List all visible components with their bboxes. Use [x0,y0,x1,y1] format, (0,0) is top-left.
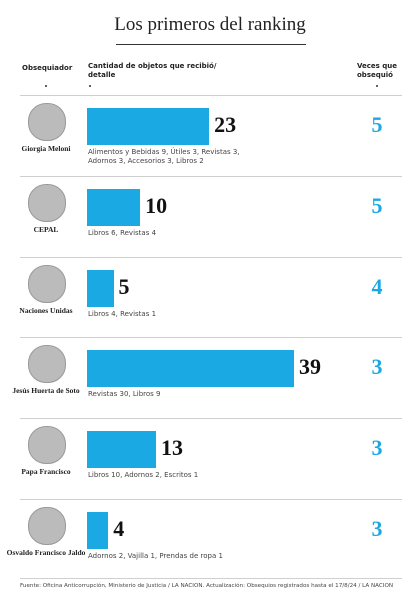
times-value: 4 [371,274,383,299]
avatar [28,265,66,303]
value-label: 4 [113,516,125,541]
value-label: 39 [299,354,321,379]
detail: Adornos 2, Vajilla 1, Prendas de ropa 1 [88,552,223,560]
times-value: 5 [371,112,383,137]
header: Obsequiador [22,64,73,72]
times-value: 5 [371,193,383,218]
bar [87,512,109,549]
detail: Libros 10, Adornos 2, Escritos 1 [88,471,199,479]
header: Veces que obsequió [357,62,398,79]
donor-name: Jesús Huerta de Soto [12,386,80,395]
header-dot [376,85,378,87]
bar [87,189,141,226]
avatar [28,184,66,222]
detail: Libros 4, Revistas 1 [88,310,157,318]
detail: Alimentos y Bebidas 9, Útiles 3, Revista… [88,148,240,165]
bar [87,270,114,307]
value-label: 5 [118,274,130,299]
title-rule [116,44,306,45]
row-separator [20,337,402,338]
avatar [28,507,66,545]
times-value: 3 [371,435,383,460]
avatar [28,103,66,141]
donor-name: Papa Francisco [21,467,71,476]
donor-name: Giorgia Meloni [21,144,71,153]
donor-name: CEPAL [33,225,59,234]
row-separator [20,176,402,177]
row-separator [20,418,402,419]
detail: Libros 6, Revistas 4 [88,229,157,237]
bar [87,431,156,468]
row-separator [20,578,402,579]
bar [87,108,210,145]
header-dot [45,85,47,87]
times-value: 3 [371,516,383,541]
row-separator [20,257,402,258]
row-separator [20,499,402,500]
value-label: 13 [161,435,183,460]
header: Cantidad de objetos que recibió/ detalle [88,62,217,79]
donor-name: Osvaldo Francisco Jaldo [6,548,86,557]
row-separator [20,95,402,96]
donor-name: Naciones Unidas [19,306,73,315]
header-dot [89,85,91,87]
detail: Revistas 30, Libros 9 [88,390,161,398]
avatar [28,426,66,464]
source: Fuente: Oficina Anticorrupción, Minister… [20,583,394,589]
value-label: 10 [145,193,168,218]
bar [87,350,294,387]
value-label: 23 [214,112,237,137]
times-value: 3 [371,354,383,379]
title: Los primeros del ranking [114,14,306,35]
avatar [28,345,66,383]
